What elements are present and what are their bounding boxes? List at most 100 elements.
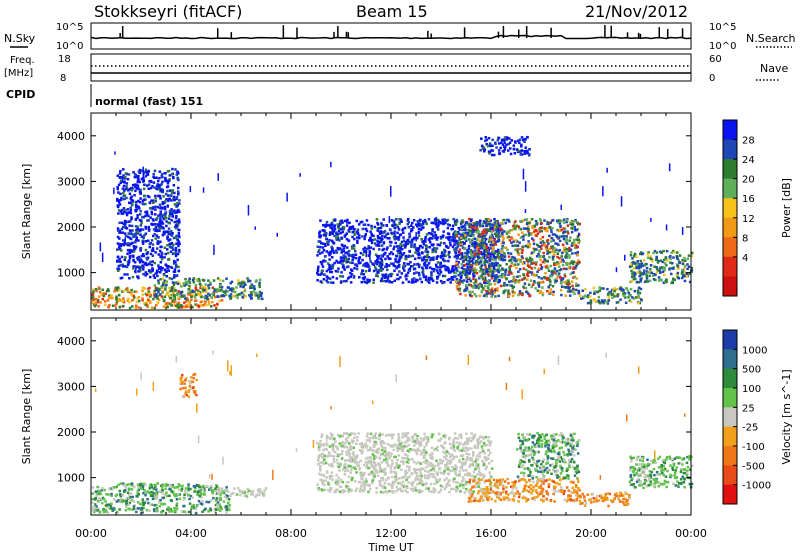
heatmap-cell: [125, 212, 129, 215]
heatmap-cell: [501, 138, 504, 141]
heatmap-cell: [563, 248, 567, 251]
heatmap-cell: [329, 226, 332, 229]
heatmap-cell: [210, 305, 213, 308]
heatmap-cell: [467, 233, 470, 236]
heatmap-cell: [128, 248, 132, 252]
heatmap-cell: [510, 139, 513, 142]
heatmap-cell: [455, 220, 459, 223]
heatmap-cell: [482, 220, 486, 223]
heatmap-cell: [538, 245, 541, 248]
heatmap-cell: [576, 262, 579, 266]
heatmap-cell: [460, 274, 463, 277]
heatmap-cell: [460, 464, 464, 468]
heatmap-cell: [448, 271, 451, 274]
heatmap-cell: [144, 214, 147, 218]
heatmap-cell: [165, 280, 169, 283]
heatmap-cell: [244, 283, 247, 286]
heatmap-cell: [436, 228, 440, 231]
heatmap-cell: [141, 240, 144, 244]
heatmap-cell: [125, 496, 129, 500]
heatmap-cell: [337, 267, 340, 270]
heatmap-cell: [572, 238, 576, 242]
heatmap-cell: [498, 278, 501, 282]
heatmap-cell: [177, 296, 180, 300]
heatmap-cell: [507, 289, 510, 292]
heatmap-cell: [495, 264, 498, 267]
heatmap-cell: [385, 233, 388, 236]
heatmap-cell: [106, 299, 110, 302]
heatmap-cell: [170, 304, 173, 307]
heatmap-cell: [615, 301, 619, 304]
heatmap-cell: [391, 462, 394, 465]
heatmap-cell: [521, 262, 524, 265]
heatmap-cell: [488, 259, 491, 263]
heatmap-cell: [175, 263, 178, 267]
heatmap-cell: [193, 296, 197, 299]
heatmap-cell: [331, 265, 334, 269]
heatmap-cell: [481, 241, 484, 245]
heatmap-cell: [117, 183, 121, 187]
heatmap-cell: [423, 218, 427, 222]
heatmap-cell: [462, 241, 465, 245]
heatmap-cell: [576, 221, 579, 224]
heatmap-cell: [413, 243, 416, 246]
heatmap-cell: [110, 296, 114, 300]
heatmap-cell: [317, 250, 320, 254]
heatmap-cell: [331, 239, 334, 243]
heatmap-cell: [395, 277, 399, 281]
heatmap-cell: [144, 168, 148, 171]
heatmap-cell: [446, 278, 450, 282]
heatmap-cell: [149, 260, 152, 264]
heatmap-cell: [503, 145, 506, 148]
heatmap-cell: [355, 230, 359, 234]
heatmap-cell: [225, 486, 228, 489]
heatmap-cell: [146, 171, 149, 174]
heatmap-cell: [464, 294, 467, 297]
heatmap-cell: [342, 226, 346, 229]
heatmap-cell: [232, 294, 236, 298]
heatmap-cell: [91, 293, 94, 296]
heatmap-cell: [459, 236, 463, 239]
heatmap-streak: [560, 204, 562, 210]
heatmap-cell: [201, 278, 205, 282]
heatmap-cell: [663, 258, 666, 262]
heatmap-cell: [573, 275, 577, 279]
noise-strip: N.Sky 10^5 10^0 10^5 10^0 N.Search: [4, 22, 796, 52]
heatmap-cell: [487, 288, 491, 292]
heatmap-cell: [145, 210, 149, 213]
heatmap-cell: [349, 254, 352, 257]
heatmap-cell: [565, 255, 568, 259]
heatmap-cell: [503, 255, 506, 259]
heatmap-cell: [430, 221, 433, 225]
heatmap-cell: [368, 239, 371, 242]
heatmap-cell: [228, 508, 231, 512]
heatmap-cell: [416, 225, 419, 228]
heatmap-cell: [569, 272, 572, 276]
heatmap-cell: [175, 252, 178, 256]
heatmap-cell: [678, 261, 682, 265]
heatmap-cell: [539, 263, 542, 267]
heatmap-cell: [152, 228, 156, 231]
heatmap-cell: [380, 258, 384, 262]
heatmap-cell: [532, 242, 536, 246]
heatmap-cell: [349, 275, 352, 278]
heatmap-cell: [341, 262, 344, 266]
heatmap-cell: [491, 293, 494, 296]
heatmap-cell: [123, 265, 126, 268]
heatmap-cell: [120, 208, 124, 212]
heatmap-cell: [553, 261, 556, 265]
heatmap-cell: [104, 292, 107, 296]
heatmap-cell: [546, 222, 549, 226]
heatmap-cell: [217, 486, 221, 490]
heatmap-cell: [496, 139, 500, 142]
heatmap-cell: [154, 208, 157, 211]
heatmap-cell: [154, 496, 157, 500]
heatmap-cell: [96, 509, 99, 512]
heatmap-cell: [525, 290, 528, 294]
heatmap-cell: [639, 280, 643, 283]
heatmap-cell: [384, 273, 388, 276]
heatmap-cell: [115, 301, 119, 304]
heatmap-cell: [405, 257, 408, 261]
heatmap-cell: [243, 288, 247, 291]
heatmap-cell: [406, 432, 410, 435]
